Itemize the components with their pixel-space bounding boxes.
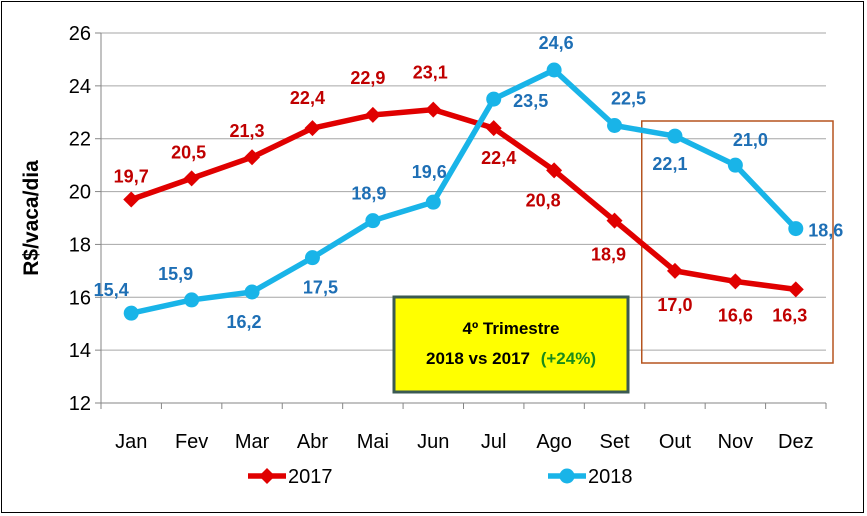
point-2017: [666, 262, 683, 279]
legend-label-2018: 2018: [588, 466, 633, 488]
axes: [100, 33, 827, 409]
point-2018: [546, 62, 562, 78]
x-tick-label: Mai: [357, 431, 389, 453]
data-label-2018: 16,2: [227, 312, 262, 332]
point-2017: [425, 101, 442, 118]
data-label-2017: 22,9: [350, 68, 385, 88]
y-tick-label: 26: [69, 23, 91, 45]
x-tick-label: Jun: [417, 431, 449, 453]
point-2017: [787, 281, 804, 298]
data-label-2018: 17,5: [303, 278, 338, 298]
x-tick-label: Set: [600, 431, 630, 453]
point-2018: [727, 157, 743, 173]
data-label-2018: 21,0: [733, 130, 768, 150]
legend: 2017 2018: [248, 466, 633, 488]
point-2017: [183, 170, 200, 187]
x-tick-label: Ago: [536, 431, 572, 453]
y-tick-label: 16: [69, 287, 91, 309]
point-2018: [244, 284, 260, 300]
x-tick-label: Jul: [481, 431, 507, 453]
data-label-2017: 18,9: [591, 245, 626, 265]
annotation-title: 4º Trimestre: [463, 319, 560, 338]
point-2017: [606, 212, 623, 229]
point-2017: [364, 106, 381, 123]
annotation-background: [392, 295, 630, 394]
data-label-2017: 20,8: [526, 190, 561, 210]
point-2017: [727, 273, 744, 290]
y-tick-label: 24: [69, 76, 91, 98]
data-label-2018: 22,1: [652, 154, 687, 174]
annotation-box: 4º Trimestre 2018 vs 2017 (+24%): [392, 295, 630, 394]
x-tick-label: Nov: [718, 431, 754, 453]
point-2017: [244, 149, 261, 166]
y-tick-label: 18: [69, 234, 91, 256]
series-line-2017: [130, 106, 797, 293]
data-label-2018: 18,6: [808, 221, 843, 241]
data-label-2018: 15,9: [158, 264, 193, 284]
data-label-2017: 16,6: [718, 305, 753, 325]
annotation-percentage: (+24%): [541, 349, 596, 368]
data-label-2018: 22,5: [611, 89, 646, 109]
data-label-2017: 22,4: [290, 88, 325, 108]
y-tick-label: 12: [69, 393, 91, 415]
x-tick-label: Mar: [235, 431, 270, 453]
y-axis-label: R$/vaca/dia: [20, 160, 43, 276]
series-line-2018: [130, 67, 798, 316]
y-tick-label: 14: [69, 340, 91, 362]
data-label-2017: 16,3: [772, 305, 807, 325]
point-2018: [788, 221, 804, 237]
legend-label-2017: 2017: [288, 466, 333, 488]
legend-marker-2018: [559, 468, 575, 484]
point-2017: [304, 120, 321, 137]
x-tick-label: Fev: [175, 431, 208, 453]
y-tick-label: 22: [69, 129, 91, 151]
series-group: [123, 62, 804, 321]
point-2018: [667, 128, 683, 144]
data-label-2017: 17,0: [657, 295, 692, 315]
data-label-2017: 21,3: [230, 121, 265, 141]
data-label-2018: 19,6: [412, 162, 447, 182]
point-2018: [607, 118, 623, 133]
data-label-2018: 24,6: [539, 33, 574, 53]
legend-marker-2017: [259, 468, 275, 484]
x-tick-labels: Jan Fev Mar Abr Mai Jun Jul Ago Set Out Nov Dez: [115, 431, 813, 453]
data-label-2018: 23,5: [513, 91, 548, 111]
point-2018: [365, 213, 381, 229]
point-2018: [123, 305, 139, 321]
x-tick-label: Dez: [778, 431, 814, 453]
point-2017: [546, 162, 563, 179]
y-tick-label: 20: [69, 182, 91, 204]
data-label-2018: 18,9: [351, 184, 386, 204]
data-labels: 19,7 20,5 21,3 22,4 22,9 23,1 22,4 20,8 18,9 17,0…: [94, 33, 844, 332]
gridlines: [95, 32, 826, 404]
annotation-years: 2018 vs 2017: [426, 349, 530, 368]
data-label-2017: 19,7: [114, 167, 149, 187]
point-2018: [184, 292, 200, 308]
point-2018: [425, 194, 441, 210]
x-tick-label: Out: [659, 431, 692, 453]
y-tick-labels: 12 14 16 18 20 22 24 26: [69, 23, 91, 415]
point-2018: [304, 250, 320, 266]
data-label-2017: 20,5: [171, 142, 206, 162]
x-tick-label: Abr: [297, 431, 328, 453]
x-tick-label: Jan: [115, 431, 147, 453]
point-2017: [485, 120, 502, 137]
point-2017: [123, 191, 140, 208]
data-label-2017: 23,1: [413, 63, 448, 83]
data-label-2017: 22,4: [481, 148, 516, 168]
point-2018: [486, 91, 502, 107]
annotation-comparison: 2018 vs 2017 (+24%): [426, 349, 596, 368]
data-label-2018: 15,4: [94, 280, 129, 300]
